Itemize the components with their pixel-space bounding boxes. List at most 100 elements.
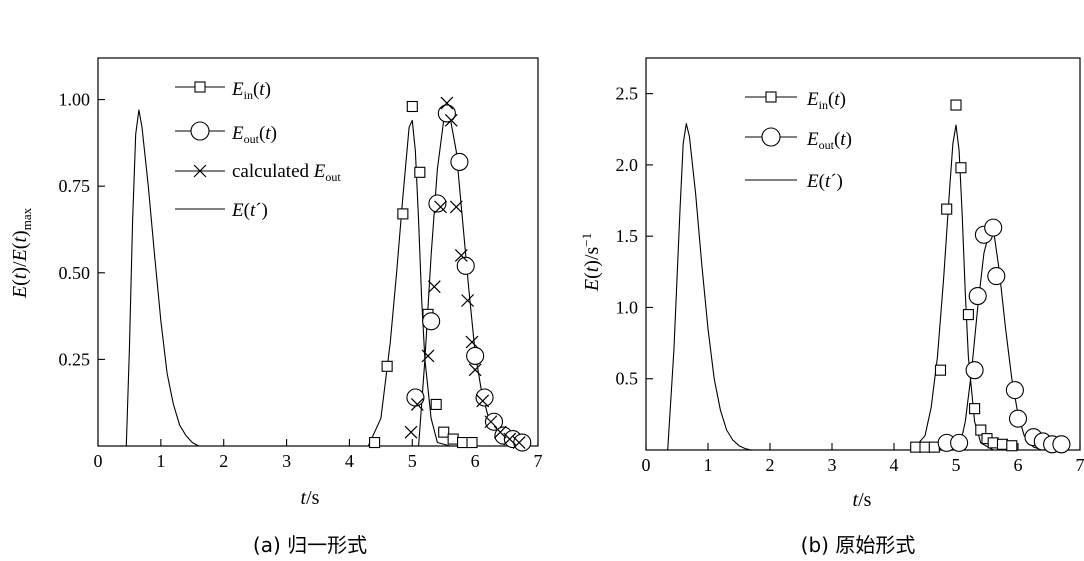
chart-a-point-square bbox=[438, 426, 450, 438]
chart-a-xtick-label: 6 bbox=[471, 451, 480, 471]
chart-b-point-circle bbox=[968, 287, 987, 306]
chart-b-axes: 0 1 2 3 4 5 6 7 0.5 1.0 1.5 2.0 2.5 bbox=[616, 84, 1084, 475]
chart-a-point-cross bbox=[493, 425, 507, 439]
chart-a-point-circle bbox=[475, 388, 494, 407]
chart-a-frame bbox=[97, 57, 539, 447]
legend-a-et: E(t´) bbox=[231, 200, 268, 221]
chart-b-xtick-label: 4 bbox=[890, 455, 899, 475]
chart-b-xlabel: t/s bbox=[853, 489, 872, 511]
chart-b-point-square bbox=[941, 203, 953, 215]
chart-b-series bbox=[667, 99, 1071, 454]
chart-b-ytick-label: 2.0 bbox=[616, 155, 639, 175]
chart-b-point-circle bbox=[965, 361, 984, 380]
chart-a-point-cross bbox=[434, 200, 447, 214]
legend-a-ein: Ein(t) bbox=[231, 79, 271, 102]
chart-b-xtick-label: 0 bbox=[642, 455, 651, 475]
chart-a-ytick-label: 0.50 bbox=[59, 263, 91, 283]
chart-a-point-circle bbox=[513, 433, 532, 452]
legend-a-eout: Eout(t) bbox=[231, 123, 277, 146]
chart-a-point-cross bbox=[404, 425, 418, 439]
chart-a-xtick-label: 0 bbox=[94, 451, 103, 471]
chart-a-axes: 0 1 2 3 4 5 6 7 0.25 0.50 0.75 1.00 bbox=[59, 90, 543, 471]
chart-a-point-cross bbox=[512, 436, 526, 449]
chart-b-caption: (b) 原始形式 bbox=[801, 533, 916, 557]
legend-b-et: E(t´) bbox=[806, 171, 843, 192]
chart-a-xtick-label: 4 bbox=[345, 451, 354, 471]
legend-b-ein-marker bbox=[765, 91, 777, 103]
chart-b-point-square bbox=[934, 364, 947, 376]
chart-a-ytick-label: 0.75 bbox=[59, 176, 91, 196]
chart-a-point-square bbox=[381, 360, 393, 372]
chart-a-series-line-4 bbox=[367, 119, 451, 447]
chart-b-frame bbox=[645, 57, 1081, 451]
chart-a-point-cross bbox=[476, 394, 490, 408]
chart-a-point-cross bbox=[454, 249, 468, 262]
chart-b-point-circle bbox=[1052, 435, 1071, 454]
chart-b-point-square bbox=[969, 403, 981, 415]
chart-a-point-square bbox=[369, 436, 381, 449]
chart-b-ytick-label: 1.5 bbox=[616, 226, 639, 246]
chart-a-xtick-label: 2 bbox=[219, 451, 228, 471]
chart-b-xtick-label: 6 bbox=[1014, 455, 1023, 475]
legend-b-eout-marker bbox=[761, 127, 781, 147]
chart-b-point-circle bbox=[950, 433, 969, 452]
chart-b-xtick-label: 5 bbox=[952, 455, 961, 475]
chart-a-xtick-label: 7 bbox=[534, 451, 543, 471]
chart-a-point-square bbox=[414, 166, 426, 178]
chart-a-series bbox=[125, 96, 532, 452]
chart-b-point-square bbox=[962, 309, 974, 321]
chart-b-point-square bbox=[910, 441, 922, 453]
chart-a-ytick-label: 1.00 bbox=[59, 90, 91, 110]
chart-b-point-square bbox=[975, 424, 987, 436]
chart-b-point-square bbox=[950, 99, 962, 111]
chart-b-point-square bbox=[1006, 440, 1018, 452]
chart-a-point-cross bbox=[444, 113, 458, 127]
chart-b-xtick-label: 3 bbox=[828, 455, 837, 475]
chart-b-point-square bbox=[919, 441, 931, 453]
chart-a-point-circle bbox=[406, 388, 425, 407]
chart-a-point-cross bbox=[461, 294, 475, 307]
chart-a-series-line-5 bbox=[418, 109, 520, 447]
chart-a-point-cross bbox=[465, 335, 479, 349]
chart-a-point-cross bbox=[427, 280, 441, 294]
chart-a-point-cross bbox=[484, 415, 498, 429]
chart-a-xlabel: t/s bbox=[301, 487, 320, 509]
chart-a-point-cross bbox=[503, 432, 517, 446]
chart-a-series-line-3 bbox=[125, 109, 205, 447]
legend-b-ein: Ein(t) bbox=[806, 89, 846, 112]
chart-a-point-circle bbox=[422, 312, 441, 331]
chart-a-point-square bbox=[406, 100, 418, 113]
chart-b-xtick-label: 7 bbox=[1076, 455, 1084, 475]
chart-a-point-square bbox=[466, 436, 478, 449]
chart-a-legend: Ein(t) Eout(t) calculated Eout E(t´) bbox=[175, 79, 341, 221]
chart-a-point-cross bbox=[449, 200, 463, 214]
chart-a-point-circle bbox=[456, 256, 475, 275]
chart-b-point-square bbox=[987, 437, 999, 449]
chart-b-point-circle bbox=[984, 218, 1003, 237]
chart-b-ytick-label: 0.5 bbox=[616, 369, 639, 389]
chart-b-point-circle bbox=[1008, 409, 1028, 428]
chart-b-xtick-label: 2 bbox=[766, 455, 775, 475]
chart-a-point-cross bbox=[468, 363, 482, 377]
chart-b-series-line-2 bbox=[667, 123, 752, 451]
chart-a-xtick-label: 3 bbox=[282, 451, 291, 471]
chart-b-ylabel: E(t)/s−1 bbox=[579, 233, 603, 292]
chart-a-point-circle bbox=[484, 412, 504, 431]
chart-a-ytick-label: 0.25 bbox=[59, 349, 91, 369]
chart-b-point-circle bbox=[1005, 381, 1024, 400]
chart-a-xtick-label: 1 bbox=[156, 451, 165, 471]
chart-b-xtick-label: 1 bbox=[704, 455, 713, 475]
chart-a-point-cross bbox=[440, 96, 454, 110]
legend-a-calc: calculated Eout bbox=[232, 161, 341, 184]
legend-a-eout-marker bbox=[190, 121, 210, 141]
chart-a-ylabel: E(t)/E(t)max bbox=[9, 207, 34, 299]
chart-b-series-line-4 bbox=[958, 228, 1043, 451]
chart-a-point-circle bbox=[437, 104, 456, 123]
chart-b-series-line-3 bbox=[912, 124, 994, 451]
chart-b: 0 1 2 3 4 5 6 7 0.5 1.0 1.5 2.0 2.5 Ein(t) Eout(t) E… bbox=[579, 57, 1084, 557]
chart-a: 0 1 2 3 4 5 6 7 0.25 0.50 0.75 1.00 Ein(t) Eout(t) … bbox=[9, 57, 543, 557]
chart-a-point-square bbox=[397, 208, 409, 220]
chart-a-point-cross bbox=[421, 349, 435, 363]
chart-b-point-square bbox=[996, 438, 1009, 450]
chart-a-point-circle bbox=[466, 346, 485, 365]
